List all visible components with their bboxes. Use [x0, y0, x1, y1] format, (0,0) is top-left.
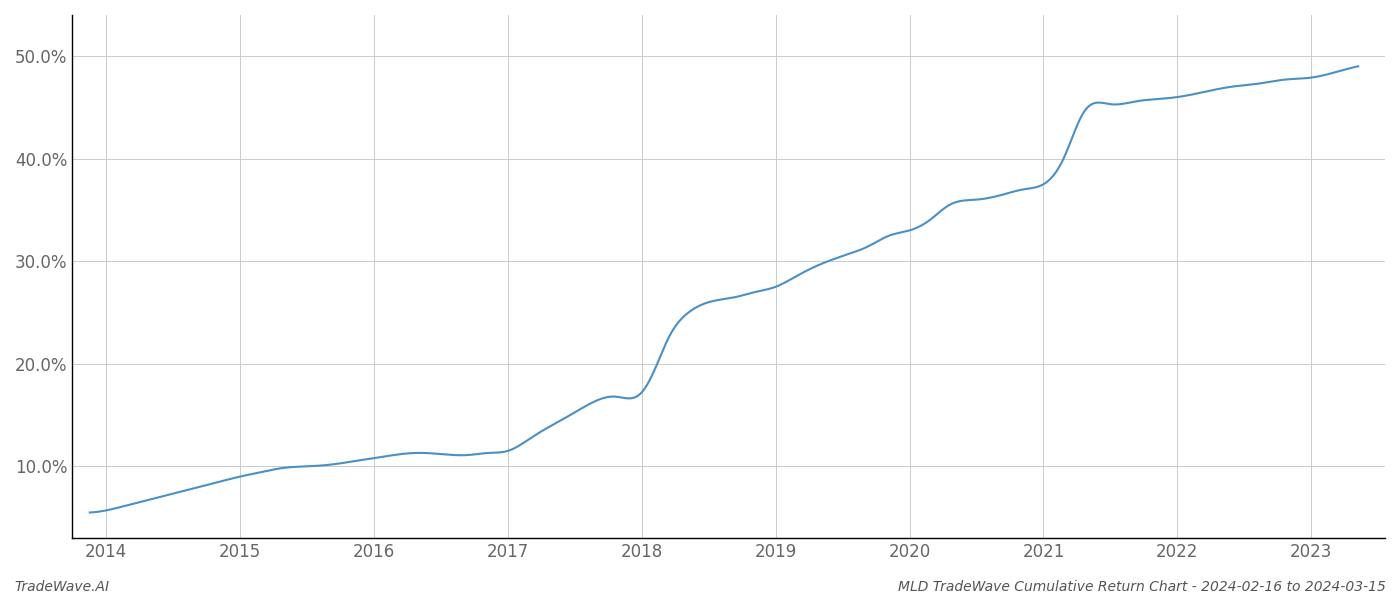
Text: MLD TradeWave Cumulative Return Chart - 2024-02-16 to 2024-03-15: MLD TradeWave Cumulative Return Chart - … [899, 580, 1386, 594]
Text: TradeWave.AI: TradeWave.AI [14, 580, 109, 594]
